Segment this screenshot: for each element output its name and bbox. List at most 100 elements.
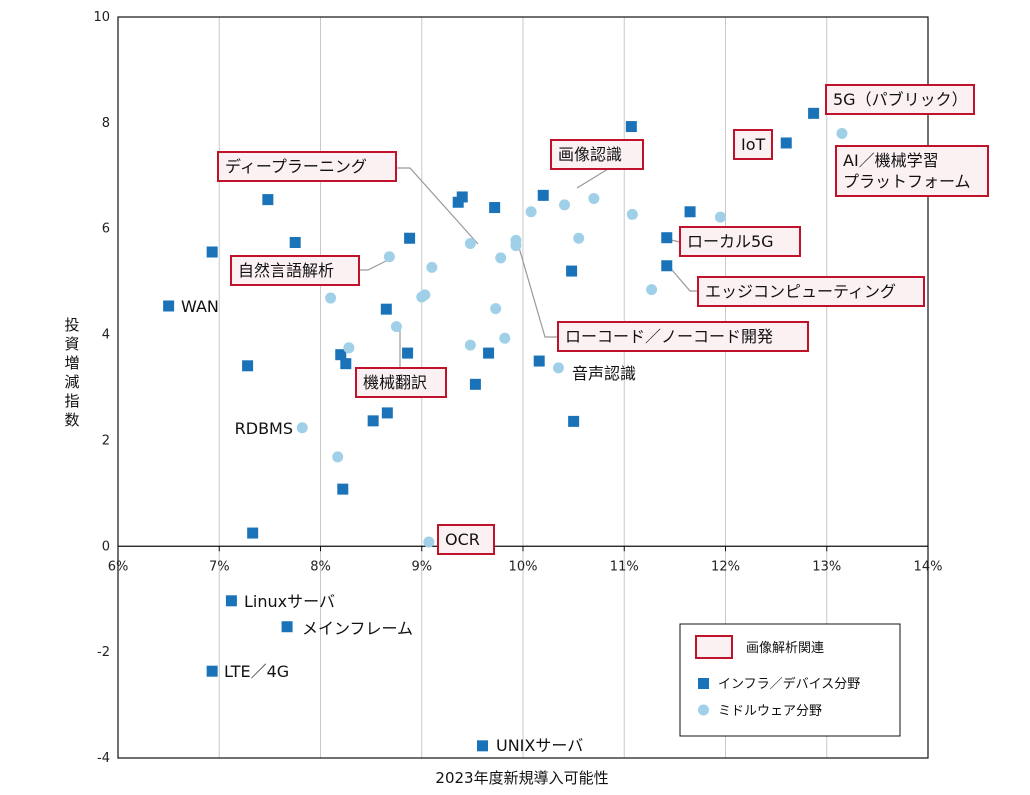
middleware-point [464,238,476,250]
highlight-label-box [835,145,989,197]
middleware-point [559,199,571,211]
highlight-label: エッジコンピューティング [705,282,896,301]
middleware-point [573,232,585,244]
infra-point [367,415,379,427]
infra-point [808,107,820,119]
highlight-label-box [437,524,495,555]
y-axis-title: 投資増減指数 [64,316,79,429]
infra-point [625,121,637,133]
middleware-point [525,206,537,218]
infra-point [537,189,549,201]
leader-line [396,167,479,245]
highlight-label: ローカル5G [687,232,774,251]
middleware-point [332,451,344,463]
infra-point [206,665,218,677]
middleware-point [464,339,476,351]
middleware-point [499,332,511,344]
point-label: Linuxサーバ [244,592,335,611]
infra-point [381,407,393,419]
point-label: 音声認識 [572,364,636,383]
highlight-label: ローコード／ノーコード開発 [565,327,773,346]
leader-line [670,239,681,243]
legend-entry-highlight: 画像解析関連 [746,641,824,656]
middleware-point [416,291,428,303]
y-tick-label: -2 [97,645,110,660]
leader-line [671,269,698,292]
leader-lines [359,167,698,368]
tick-labels: 6% 7% 8% 9% 10% 11% 12% 13% 14% -4 -2 0 2 4 6 8 10 [93,10,942,766]
infra-point [163,300,175,312]
point-label: UNIXサーバ [496,736,583,755]
middleware-point [588,193,600,205]
infra-point [469,378,481,390]
middleware-point [836,127,848,139]
x-tick-label: 10% [509,559,538,574]
y-tick-label: 4 [102,328,110,343]
highlight-label-box [217,151,397,182]
infra-point [402,347,414,359]
infra-point [483,347,495,359]
highlight-label: 機械翻訳 [363,373,427,392]
legend-entry-middleware: ミドルウェア分野 [718,704,822,719]
highlight-label: AI／機械学習プラットフォーム [843,151,971,191]
highlight-label-box [679,226,801,257]
highlight-label-box [825,84,975,115]
x-tick-label: 8% [310,559,331,574]
infra-point [335,349,347,361]
leader-line [576,168,609,189]
infra-point [661,260,673,272]
highlight-label-box [697,276,925,307]
infra-point [404,232,416,244]
highlight-label-box [550,139,644,170]
y-tick-label: 0 [102,539,110,554]
middleware-point [325,292,337,304]
point-label: WAN [181,297,219,316]
legend-highlight-swatch [695,635,733,659]
highlight-label-box [230,255,360,286]
infra-point [566,265,578,277]
middleware-point [383,251,395,263]
highlight-label: 自然言語解析 [238,261,334,280]
highlight-label: OCR [445,530,480,549]
highlight-label-box [355,367,447,398]
middleware-point [490,303,502,315]
x-tick-label: 14% [914,559,943,574]
point-label: LTE／4G [224,662,289,681]
legend-infra-swatch [698,678,709,689]
highlight-label: IoT [741,135,766,154]
y-tick-label: 8 [102,116,110,131]
x-tick-label: 13% [812,559,841,574]
infra-point [568,415,580,427]
infra-point [661,232,673,244]
infra-point [281,621,293,633]
x-tick-label: 9% [411,559,432,574]
highlight-label: 画像認識 [558,145,622,164]
middleware-point [646,284,658,296]
infra-point [242,360,254,372]
middleware-point [426,261,438,273]
x-tick-label: 7% [209,559,230,574]
infra-point [337,483,349,495]
highlight-label-box [733,129,773,160]
x-axis-title: 2023年度新規導入可能性 [435,769,608,787]
legend-middleware-swatch [698,704,709,716]
infra-point [247,527,259,539]
middleware-point [296,422,308,434]
infra-point [340,358,352,370]
middleware-point [423,536,435,548]
infra-point [477,740,488,752]
infra-point [289,236,301,248]
infra-point [780,137,792,149]
y-tick-label: 10 [93,10,110,25]
infra-point [380,303,392,315]
x-tick-label: 6% [108,559,129,574]
middleware-point [714,211,726,223]
middleware-point [390,321,402,333]
x-tick-label: 12% [711,559,740,574]
highlight-label-box [557,321,809,352]
point-label: RDBMS [235,419,293,438]
legend-entry-infra: インフラ／デバイス分野 [718,676,860,692]
middleware-point [510,240,522,252]
